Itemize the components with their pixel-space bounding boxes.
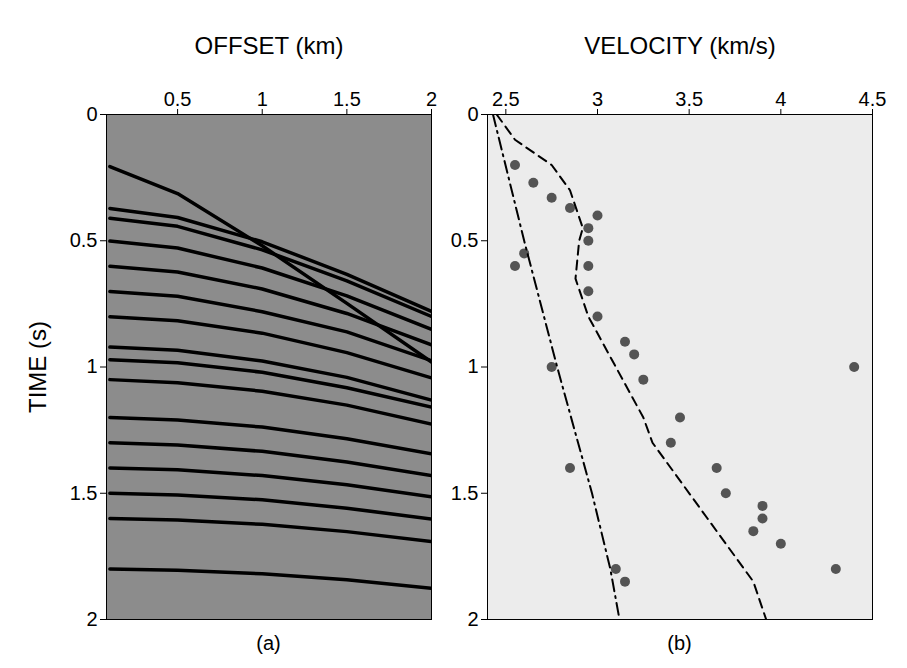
svg-text:4: 4 [775,88,786,110]
svg-text:2: 2 [467,608,478,629]
svg-text:1: 1 [86,355,97,377]
html-text:(b): (b) [667,632,692,654]
svg-text:3: 3 [592,88,603,110]
svg-text:1: 1 [467,355,478,377]
svg-text:4.5: 4.5 [859,88,887,110]
svg-text:1.5: 1.5 [333,88,361,110]
svg-text:0.5: 0.5 [70,229,98,251]
svg-text:2.5: 2.5 [492,88,520,110]
svg-text:0.5: 0.5 [164,88,192,110]
svg-text:1.5: 1.5 [70,482,98,504]
svg-text:3.5: 3.5 [675,88,703,110]
svg-text:TIME (s): TIME (s) [24,321,51,413]
svg-text:VELOCITY (km/s): VELOCITY (km/s) [584,32,776,59]
svg-text:0.5: 0.5 [451,229,479,251]
svg-text:1: 1 [257,88,268,110]
svg-text:0: 0 [467,103,478,125]
svg-text:2: 2 [86,608,97,629]
svg-text:1.5: 1.5 [451,482,479,504]
svg-text:0: 0 [86,103,97,125]
svg-text:2: 2 [426,88,437,110]
html-text:(a): (a) [256,632,281,654]
svg-text:OFFSET (km): OFFSET (km) [195,32,344,59]
